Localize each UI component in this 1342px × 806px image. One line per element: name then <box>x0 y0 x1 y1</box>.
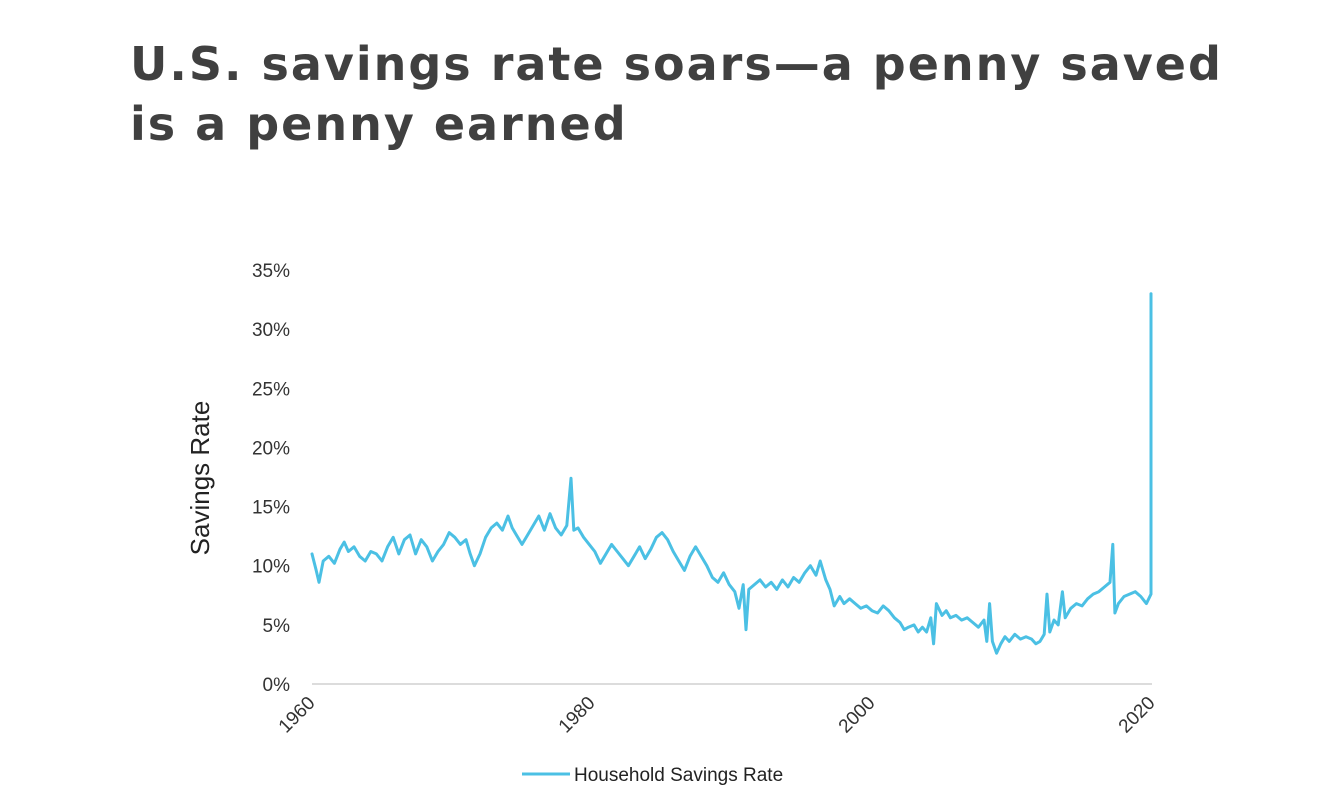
x-tick-label: 2020 <box>1115 693 1160 738</box>
y-axis-tick-labels: 0% 5% 10% 15% 20% 25% 30% 35% <box>252 261 290 696</box>
x-axis-tick-labels: 1960 1980 2000 2020 <box>275 693 1160 738</box>
y-tick-label: 35% <box>252 261 290 282</box>
y-tick-label: 25% <box>252 379 290 400</box>
x-tick-label: 2000 <box>835 693 880 738</box>
y-tick-label: 15% <box>252 498 290 519</box>
y-axis-title: Savings Rate <box>185 401 215 556</box>
y-tick-label: 20% <box>252 438 290 459</box>
y-tick-label: 0% <box>263 675 291 696</box>
legend: Household Savings Rate <box>522 765 783 786</box>
x-tick-label: 1980 <box>555 693 600 738</box>
slide-title: U.S. savings rate soars—a penny saved is… <box>130 37 1223 151</box>
x-tick-label: 1960 <box>275 693 320 738</box>
y-tick-label: 10% <box>252 557 290 578</box>
y-tick-label: 5% <box>263 616 291 637</box>
series-line-household-savings-rate <box>310 292 1153 655</box>
legend-label: Household Savings Rate <box>574 765 783 786</box>
y-tick-label: 30% <box>252 320 290 341</box>
